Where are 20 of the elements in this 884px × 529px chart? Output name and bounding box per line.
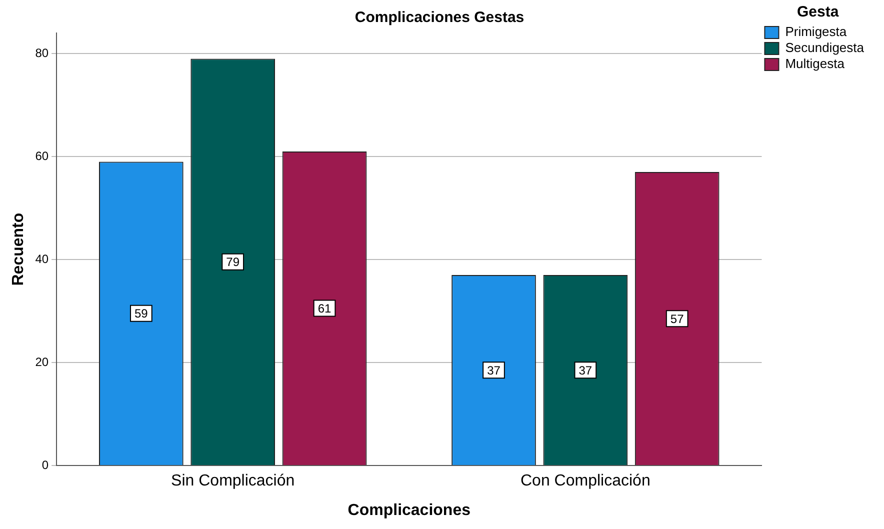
y-tick-label: 80 bbox=[35, 46, 49, 60]
x-axis-title: Complicaciones bbox=[348, 502, 471, 519]
chart-title: Complicaciones Gestas bbox=[354, 9, 524, 26]
data-label: 57 bbox=[670, 312, 684, 326]
data-label: 59 bbox=[134, 306, 148, 321]
legend-label: Primigesta bbox=[785, 24, 848, 40]
y-axis-title: Recuento bbox=[10, 212, 28, 286]
legend-label: Multigesta bbox=[785, 56, 846, 72]
y-tick-label: 20 bbox=[35, 354, 49, 369]
y-tick-label: 60 bbox=[35, 148, 49, 163]
y-tick-label: 40 bbox=[35, 252, 49, 266]
x-tick-label: Con Complicación bbox=[520, 472, 650, 490]
data-label: 61 bbox=[318, 302, 332, 316]
legend-title: Gesta bbox=[797, 4, 840, 21]
data-label: 37 bbox=[487, 363, 501, 378]
legend-label: Secundigesta bbox=[785, 40, 865, 56]
y-tick-label: 0 bbox=[42, 458, 49, 472]
x-tick-label: Sin Complicación bbox=[171, 472, 295, 490]
data-label: 79 bbox=[226, 255, 240, 270]
data-label: 37 bbox=[578, 363, 592, 378]
